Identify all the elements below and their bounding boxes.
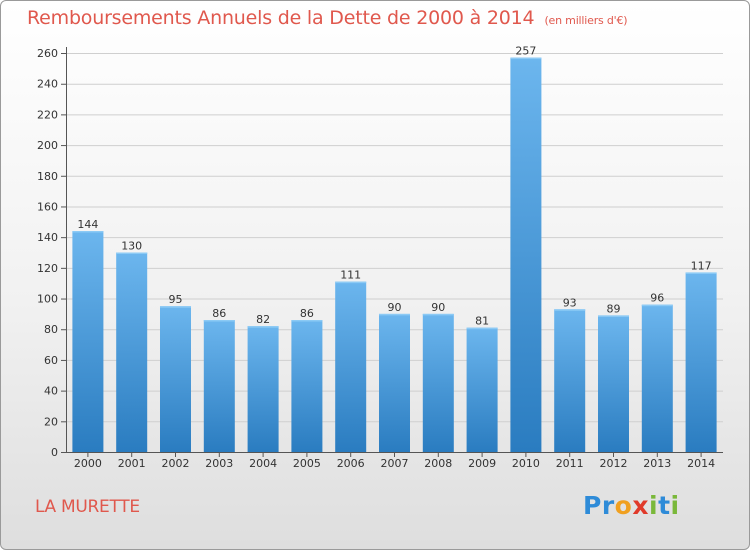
data-label: 111 <box>340 269 361 282</box>
y-tick-label: 80 <box>44 323 58 336</box>
data-label: 89 <box>607 302 621 315</box>
title-text: Remboursements Annuels de la Dette de 20… <box>27 7 535 29</box>
x-tick-label: 2010 <box>512 457 540 470</box>
bar-top-highlight <box>379 313 410 316</box>
y-tick-label: 180 <box>37 170 58 183</box>
bar <box>422 313 454 452</box>
y-tick-label: 40 <box>44 385 58 398</box>
data-label: 90 <box>431 301 445 314</box>
bar-top-highlight <box>641 304 673 307</box>
y-tick-label: 220 <box>37 108 58 121</box>
x-tick-label: 2007 <box>381 457 409 470</box>
bar-top-highlight <box>685 272 717 274</box>
bar-top-highlight <box>203 320 235 322</box>
data-label: 86 <box>300 307 314 320</box>
data-label: 86 <box>212 307 226 320</box>
data-label: 90 <box>388 301 402 314</box>
y-tick-label: 0 <box>51 446 58 459</box>
bar <box>203 320 235 452</box>
data-label: 117 <box>691 259 712 272</box>
data-label: 95 <box>169 293 183 306</box>
data-labels: 144 130 95 86 82 86 111 90 90 81 257 93 89 96 117 <box>77 45 711 328</box>
x-tick-label: 2009 <box>468 457 496 470</box>
x-tick-label: 2012 <box>600 457 628 470</box>
bar <box>72 231 104 452</box>
bar-top-highlight <box>554 309 586 311</box>
bar <box>335 281 367 452</box>
x-tick-label: 2014 <box>687 457 715 470</box>
bar-top-highlight <box>598 315 629 317</box>
x-tick-label: 2004 <box>249 457 277 470</box>
x-tick-label: 2011 <box>556 457 584 470</box>
y-tick-label: 100 <box>37 293 58 306</box>
x-tick-label: 2006 <box>337 457 365 470</box>
bar <box>247 326 279 452</box>
x-tick-label: 2003 <box>205 457 233 470</box>
data-label: 257 <box>515 45 536 58</box>
y-tick-label: 200 <box>37 139 58 152</box>
bar <box>379 313 410 452</box>
bar <box>116 252 148 452</box>
logo-letter: P <box>583 491 602 520</box>
x-tick-label: 2001 <box>118 457 146 470</box>
city-name: LA MURETTE <box>35 497 140 517</box>
bar-top-highlight <box>335 281 367 284</box>
logo-letter: x <box>632 491 649 520</box>
bar <box>641 304 673 452</box>
x-tick-label: 2002 <box>162 457 190 470</box>
proxiti-logo[interactable]: Proxiti <box>583 491 680 520</box>
logo-letter: i <box>649 491 659 520</box>
bar <box>510 57 542 452</box>
bar <box>466 327 498 452</box>
bar-top-highlight <box>466 327 498 330</box>
data-label: 81 <box>475 315 489 328</box>
chart-subtitle: (en milliers d'€) <box>544 14 628 27</box>
data-label: 144 <box>77 218 98 231</box>
bars <box>72 57 717 452</box>
logo-letter: o <box>614 491 633 520</box>
y-tick-label: 160 <box>37 200 58 213</box>
x-tick-label: 2000 <box>74 457 102 470</box>
chart-title: Remboursements Annuels de la Dette de 20… <box>27 7 628 29</box>
logo-letter: r <box>601 491 615 520</box>
x-tick-label: 2005 <box>293 457 321 470</box>
y-tick-label: 120 <box>37 262 58 275</box>
logo-letter: i <box>670 491 680 520</box>
axes: 0 20 40 60 80 100 120 140 160 180 200 220 240 260 2000… <box>37 47 723 470</box>
bar <box>160 306 191 452</box>
y-tick-label: 140 <box>37 231 58 244</box>
data-label: 96 <box>650 292 664 305</box>
data-label: 82 <box>256 313 270 326</box>
bar <box>598 315 629 452</box>
y-tick-label: 20 <box>44 415 58 428</box>
y-tick-label: 60 <box>44 354 58 367</box>
logo-letter: t <box>658 491 671 520</box>
bar <box>685 272 717 452</box>
bar <box>554 309 586 452</box>
bar-top-highlight <box>116 252 148 254</box>
y-tick-label: 240 <box>37 78 58 91</box>
x-tick-label: 2013 <box>643 457 671 470</box>
bar-top-highlight <box>422 313 454 316</box>
y-tick-label: 260 <box>37 47 58 60</box>
bar-top-highlight <box>72 231 104 233</box>
bar <box>291 320 323 452</box>
data-label: 130 <box>121 240 142 253</box>
bar-top-highlight <box>160 306 191 308</box>
bar-top-highlight <box>247 326 279 328</box>
x-tick-label: 2008 <box>424 457 452 470</box>
data-label: 93 <box>563 296 577 309</box>
bar-top-highlight <box>510 57 542 60</box>
bar-top-highlight <box>291 320 323 322</box>
